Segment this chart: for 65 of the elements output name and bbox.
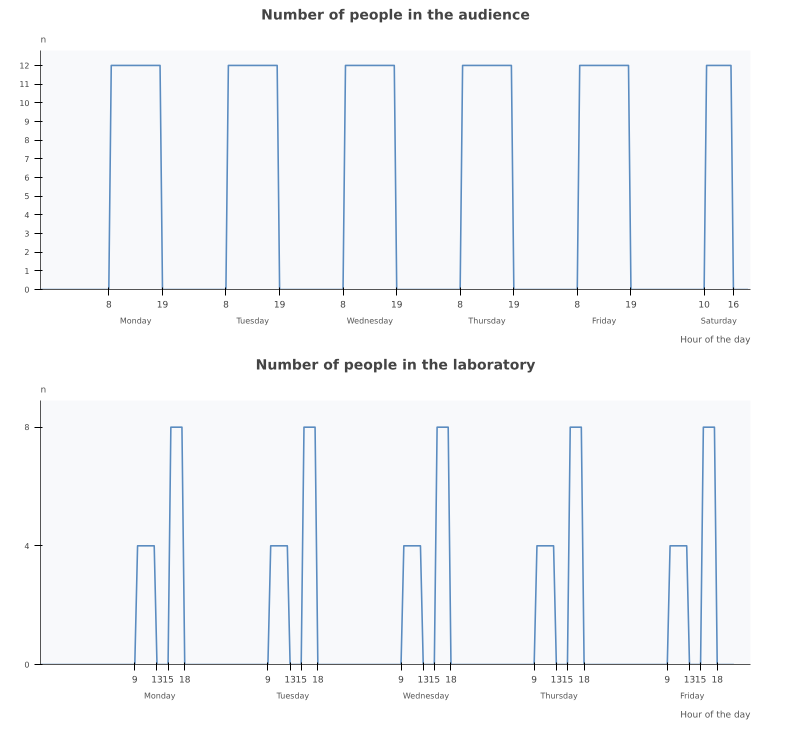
- x-tick-label: 19: [508, 300, 520, 310]
- text: Friday: [592, 316, 616, 326]
- x-axis-title: Hour of the day: [680, 710, 752, 720]
- text: Wednesday: [402, 692, 450, 700]
- text: Monday: [144, 692, 176, 700]
- y-tick-label: 5: [24, 192, 30, 202]
- x-tick-label: 10: [698, 300, 710, 310]
- x-tick-label: 13: [550, 676, 562, 686]
- x-tick-label: 13: [151, 676, 163, 686]
- y-tick-label: 8: [24, 136, 30, 146]
- y-tick-label: 4: [24, 210, 30, 220]
- x-tick-label: 13: [284, 676, 296, 686]
- text: Thursday: [467, 316, 506, 326]
- x-tick-label: 15: [428, 676, 440, 686]
- y-axis-title: n: [40, 36, 46, 46]
- y-tick-label: 9: [24, 117, 30, 126]
- x-tick-label: 18: [711, 676, 724, 686]
- x-tick-label: 15: [562, 676, 574, 686]
- x-tick-label: 9: [132, 676, 138, 686]
- x-tick-label: 19: [390, 300, 403, 310]
- text: Saturday: [700, 316, 738, 326]
- text: Friday: [680, 692, 705, 700]
- text: Monday: [120, 316, 152, 326]
- x-tick-label: 16: [728, 300, 740, 310]
- text: Wednesday: [346, 316, 394, 326]
- x-tick-label: 13: [684, 676, 696, 686]
- x-tick-label: 9: [398, 676, 404, 686]
- y-tick-label: 0: [24, 660, 30, 670]
- x-tick-label: 9: [265, 676, 272, 686]
- x-tick-label: 8: [574, 300, 580, 310]
- y-tick-label: 11: [19, 80, 30, 90]
- y-tick-label: 10: [19, 98, 30, 108]
- x-tick-label: 19: [156, 300, 168, 310]
- x-tick-label: 18: [578, 676, 590, 686]
- y-tick-label: 3: [24, 229, 30, 238]
- y-tick-label: 12: [19, 61, 30, 70]
- x-tick-label: 15: [162, 676, 174, 686]
- text: Tuesday: [276, 692, 310, 700]
- x-tick-label: 9: [664, 676, 670, 686]
- x-tick-label: 15: [295, 676, 307, 686]
- y-axis-title: n: [40, 386, 46, 396]
- x-tick-label: 9: [531, 676, 538, 686]
- x-tick-label: 18: [178, 676, 191, 686]
- y-tick-label: 1: [24, 266, 30, 276]
- y-tick-label: 4: [24, 542, 30, 551]
- x-tick-label: 8: [223, 300, 230, 310]
- x-tick-label: 15: [694, 676, 706, 686]
- x-tick-label: 8: [457, 300, 464, 310]
- chart-title: Number of people in the audience: [261, 8, 530, 24]
- x-tick-label: 18: [312, 676, 324, 686]
- y-tick-label: 6: [24, 173, 30, 182]
- x-tick-label: 13: [418, 676, 429, 686]
- y-tick-label: 0: [24, 286, 30, 294]
- chart-title: Number of people in the laboratory: [256, 358, 536, 374]
- text: Thursday: [540, 692, 578, 700]
- text: Tuesday: [235, 316, 270, 326]
- x-tick-label: 8: [106, 300, 112, 310]
- x-axis-title: Hour of the day: [680, 336, 752, 346]
- y-tick-label: 7: [24, 154, 30, 164]
- x-tick-label: 19: [274, 300, 286, 310]
- y-tick-label: 2: [24, 248, 30, 258]
- x-tick-label: 18: [445, 676, 457, 686]
- x-tick-label: 8: [340, 300, 346, 310]
- y-tick-label: 8: [24, 423, 30, 432]
- x-tick-label: 19: [625, 300, 637, 310]
